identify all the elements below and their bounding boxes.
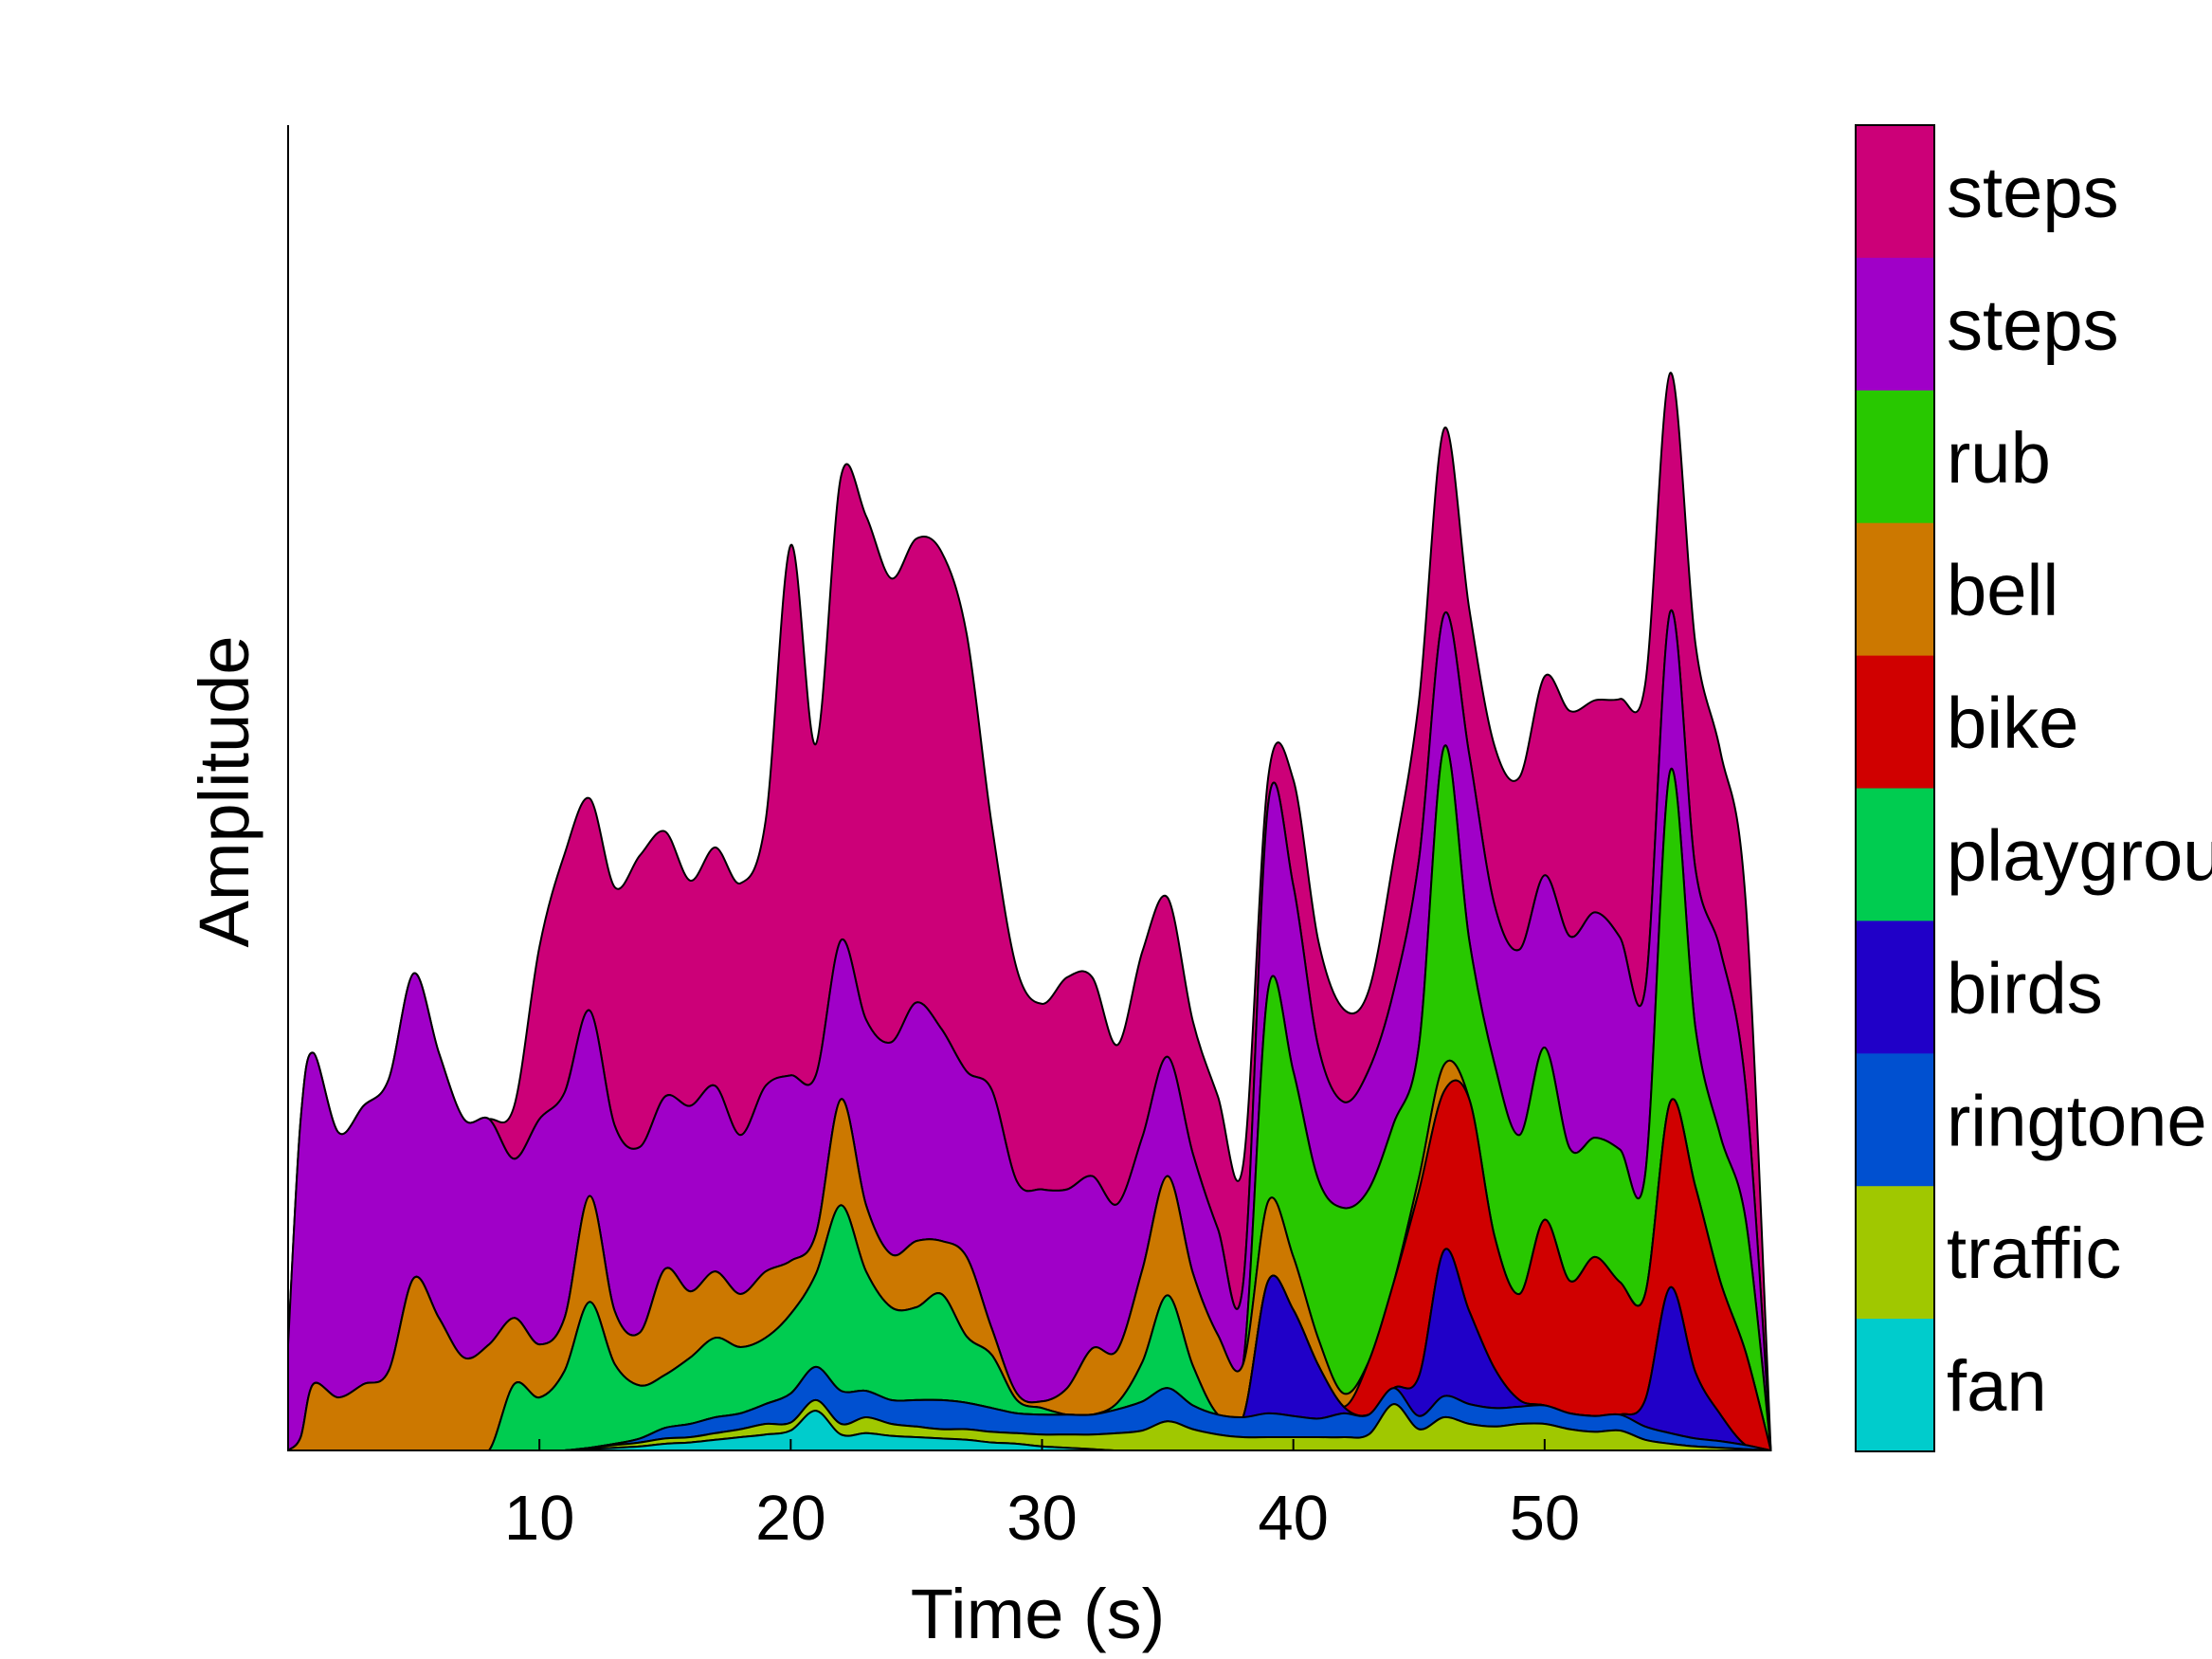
legend-colorbar: steps steps rub bell bike playgrou birds ringto…: [1855, 124, 2212, 1452]
legend-swatch: [1856, 390, 1934, 524]
plot-area: 10 20 30 40 50: [287, 125, 1772, 1554]
legend-swatch: [1856, 1319, 1934, 1452]
legend-label: ringtone: [1947, 1081, 2207, 1161]
area-series-group: [287, 372, 1772, 1451]
x-axis-label: Time (s): [911, 1575, 1166, 1653]
legend-label: rub: [1947, 418, 2051, 499]
legend-swatch: [1856, 1186, 1934, 1320]
legend-swatch: [1856, 522, 1934, 657]
x-axis-ticks: 10 20 30 40 50: [504, 1439, 1580, 1554]
x-tick-label: 30: [1006, 1483, 1078, 1554]
legend-label: bell: [1947, 551, 2058, 631]
area-series-steps-0: [287, 1410, 1772, 1451]
y-axis-label: Amplitude: [185, 635, 263, 947]
legend-swatch: [1856, 257, 1934, 392]
legend-swatch: [1856, 125, 1934, 259]
x-tick-label: 50: [1510, 1483, 1581, 1554]
legend-label: steps: [1947, 285, 2119, 366]
legend-swatch: [1856, 921, 1934, 1054]
legend-swatch: [1856, 1053, 1934, 1187]
legend-label: fan: [1947, 1346, 2047, 1427]
x-tick-label: 20: [755, 1483, 826, 1554]
legend-label: birds: [1947, 948, 2103, 1029]
x-tick-label: 10: [504, 1483, 575, 1554]
legend-label: playgrou: [1947, 816, 2212, 897]
legend-label: traffic: [1947, 1213, 2121, 1294]
legend-frame: [1855, 124, 1935, 1452]
legend-swatch: [1856, 788, 1934, 921]
x-tick-label: 40: [1258, 1483, 1329, 1554]
legend-label: steps: [1947, 153, 2119, 233]
legend-swatch: [1856, 655, 1934, 790]
legend-label: bike: [1947, 684, 2078, 764]
